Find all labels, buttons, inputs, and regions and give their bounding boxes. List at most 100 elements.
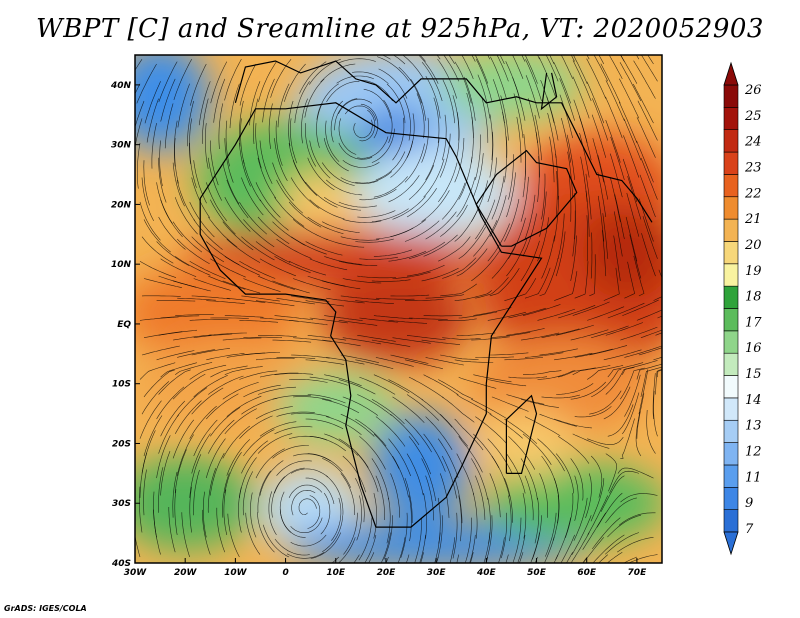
streamline: [423, 234, 458, 257]
streamline: [522, 304, 561, 316]
streamline: [574, 475, 579, 521]
streamline: [637, 100, 658, 141]
streamline: [423, 158, 445, 198]
streamline: [537, 438, 565, 472]
streamline: [210, 365, 248, 378]
field-zone-11: [135, 264, 301, 360]
streamline: [355, 171, 393, 184]
streamline: [505, 554, 509, 563]
streamline: [620, 367, 645, 400]
streamline: [309, 199, 345, 220]
streamline: [471, 398, 507, 419]
streamline: [570, 458, 584, 501]
streamline: [466, 92, 474, 139]
x-tick-label: 0: [282, 568, 288, 578]
streamline: [337, 58, 376, 64]
streamline: [290, 177, 320, 209]
field-zone-15: [275, 371, 396, 444]
streamline: [326, 238, 365, 248]
streamline: [491, 175, 505, 220]
colorbar-box: [723, 419, 739, 443]
streamline: [402, 55, 424, 80]
streamline: [537, 370, 576, 380]
streamline: [555, 170, 558, 218]
streamline: [360, 103, 379, 139]
streamline: [375, 297, 415, 300]
streamline: [425, 357, 464, 366]
streamline: [408, 376, 444, 399]
streamline: [137, 142, 141, 189]
streamline: [174, 449, 187, 494]
streamline: [425, 75, 441, 119]
streamline: [257, 275, 295, 290]
colorbar-label: 19: [745, 264, 762, 279]
streamline: [475, 416, 507, 444]
streamline: [141, 236, 174, 264]
streamline: [587, 365, 624, 380]
streamline: [222, 425, 250, 459]
streamline: [191, 177, 211, 218]
streamlines: [135, 55, 662, 563]
colorbar-box: [723, 442, 739, 466]
streamline: [475, 58, 493, 102]
streamline: [392, 396, 425, 423]
streamline: [589, 345, 628, 356]
streamline: [558, 367, 596, 378]
streamline: [224, 59, 242, 101]
colorbar-label: 15: [745, 367, 762, 382]
streamline: [504, 136, 508, 183]
streamline: [558, 305, 596, 319]
streamline: [508, 217, 526, 259]
streamline: [419, 534, 426, 563]
streamline: [239, 457, 257, 498]
streamline: [458, 156, 473, 200]
streamline: [338, 320, 378, 326]
streamline: [368, 552, 375, 563]
streamline: [438, 318, 477, 321]
streamline: [585, 473, 592, 519]
streamline: [559, 94, 573, 139]
streamline: [213, 78, 226, 123]
streamline: [456, 248, 488, 277]
colorbar-box: [723, 352, 739, 376]
colorbar: 26 25 24 23 22 21 20 19 18 17 16 15 14 13 12 11 9 7: [723, 61, 762, 556]
streamline: [321, 162, 355, 186]
streamline: [271, 476, 286, 518]
streamline: [587, 437, 624, 445]
streamline: [475, 356, 514, 358]
streamline: [175, 256, 211, 276]
streamline: [561, 117, 571, 163]
streamline: [524, 55, 538, 84]
streamline: [614, 194, 625, 240]
streamline: [520, 332, 560, 341]
streamline: [560, 55, 573, 80]
streamline: [440, 283, 477, 297]
streamline: [556, 383, 594, 395]
x-tick-label: 50E: [527, 568, 547, 578]
streamline: [635, 411, 642, 457]
streamline: [617, 467, 654, 479]
streamline: [193, 469, 200, 516]
streamline: [276, 297, 315, 305]
streamline: [274, 197, 305, 227]
streamline: [239, 100, 244, 147]
streamline: [438, 379, 474, 400]
streamline: [174, 197, 198, 235]
grads-credit: GrADS: IGES/COLA: [4, 604, 87, 613]
streamline: [255, 241, 291, 263]
streamline: [240, 118, 245, 164]
streamline: [241, 352, 280, 356]
streamline: [141, 345, 180, 356]
streamline: [160, 315, 200, 319]
streamline: [373, 374, 410, 394]
colorbar-label: 11: [745, 470, 762, 485]
streamline: [454, 137, 465, 183]
streamline: [442, 257, 477, 279]
streamline: [620, 418, 635, 459]
colorbar-box: [723, 464, 739, 488]
streamline: [554, 418, 592, 429]
streamline: [560, 534, 575, 563]
streamline: [406, 335, 446, 341]
streamline: [553, 195, 559, 242]
